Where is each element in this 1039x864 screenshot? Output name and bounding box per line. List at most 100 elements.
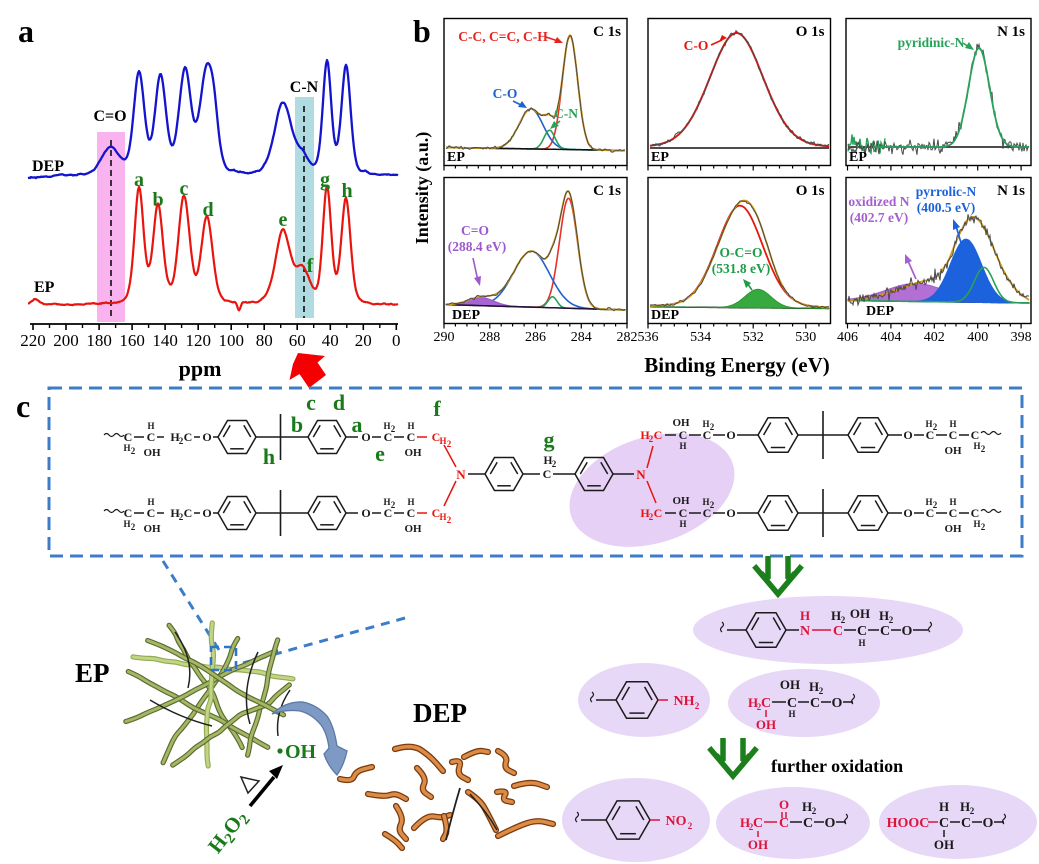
svg-text:pyrrolic-N: pyrrolic-N (916, 184, 977, 199)
svg-text:(531.8 eV): (531.8 eV) (712, 261, 770, 276)
svg-text:C: C (384, 430, 393, 444)
svg-text:H: H (679, 519, 686, 529)
svg-text:530: 530 (795, 330, 816, 345)
svg-text:C: C (810, 696, 820, 711)
svg-text:EP: EP (651, 150, 669, 165)
svg-text:H: H (858, 638, 865, 648)
svg-text:C-N: C-N (554, 106, 578, 121)
svg-text:2: 2 (981, 522, 986, 532)
svg-text:C=O: C=O (93, 108, 126, 125)
svg-text:N: N (800, 624, 810, 639)
svg-text:H: H (939, 799, 949, 814)
svg-text:H: H (702, 419, 709, 429)
svg-text:EP: EP (34, 279, 55, 296)
svg-text:60: 60 (289, 331, 306, 350)
svg-text:2: 2 (749, 822, 754, 832)
svg-text:O: O (361, 506, 370, 520)
svg-text:C: C (384, 506, 393, 520)
svg-text:C: C (147, 506, 156, 520)
svg-text:e: e (279, 209, 288, 231)
svg-text:H: H (383, 421, 390, 431)
svg-text:284: 284 (571, 330, 592, 345)
svg-text:C 1s: C 1s (593, 183, 621, 199)
svg-text:532: 532 (743, 330, 764, 345)
svg-text:g: g (320, 169, 330, 191)
svg-text:2: 2 (391, 424, 396, 434)
svg-text:H: H (407, 497, 414, 507)
svg-text:140: 140 (152, 331, 178, 350)
svg-text:2: 2 (812, 806, 817, 816)
svg-text:H: H (147, 497, 154, 507)
svg-text:2: 2 (710, 500, 715, 510)
svg-text:2: 2 (447, 515, 452, 525)
svg-text:2: 2 (695, 701, 700, 711)
svg-text:C-O: C-O (493, 86, 518, 101)
svg-text:H: H (925, 419, 932, 429)
svg-text:(402.7 eV): (402.7 eV) (850, 210, 908, 225)
svg-text:C: C (543, 467, 552, 481)
svg-text:O: O (202, 430, 211, 444)
svg-text:H: H (973, 519, 980, 529)
svg-text:C: C (779, 816, 789, 831)
svg-text:406: 406 (837, 330, 858, 345)
svg-text:100: 100 (218, 331, 244, 350)
svg-text:C: C (833, 624, 843, 639)
svg-text:H: H (802, 799, 812, 814)
svg-text:C: C (803, 816, 813, 831)
svg-text:N: N (456, 467, 466, 482)
svg-text:f: f (433, 396, 441, 421)
svg-text:20: 20 (355, 331, 372, 350)
svg-text:2: 2 (649, 434, 654, 444)
svg-text:DEP: DEP (651, 308, 679, 323)
svg-text:H: H (383, 497, 390, 507)
svg-text:H: H (879, 608, 889, 623)
svg-text:C: C (432, 506, 441, 520)
svg-text:C: C (184, 506, 193, 520)
svg-text:H: H (123, 443, 130, 453)
svg-text:H: H (679, 441, 686, 451)
svg-text:C: C (124, 430, 133, 444)
svg-text:OH: OH (756, 717, 776, 732)
svg-text:C: C (703, 428, 712, 442)
svg-text:C: C (971, 428, 980, 442)
svg-text:2: 2 (179, 436, 184, 446)
svg-text:H: H (740, 815, 750, 830)
svg-text:C: C (961, 816, 971, 831)
svg-text:120: 120 (185, 331, 211, 350)
svg-text:C: C (753, 816, 763, 831)
svg-text:0: 0 (392, 331, 401, 350)
svg-text:OH: OH (143, 447, 161, 459)
svg-text:H: H (949, 497, 956, 507)
svg-text:H: H (831, 608, 841, 623)
svg-text:2: 2 (933, 422, 938, 432)
svg-text:C: C (407, 506, 416, 520)
svg-text:80: 80 (256, 331, 273, 350)
svg-text:N 1s: N 1s (997, 24, 1025, 40)
svg-text:2: 2 (710, 422, 715, 432)
svg-text:Binding Energy (eV): Binding Energy (eV) (644, 353, 830, 377)
svg-text:ppm: ppm (179, 356, 222, 381)
svg-text:EP: EP (849, 150, 867, 165)
svg-text:H: H (439, 436, 446, 446)
svg-text:288: 288 (479, 330, 500, 345)
svg-text:C 1s: C 1s (593, 24, 621, 40)
svg-text:OH: OH (672, 495, 690, 507)
svg-text:C: C (949, 428, 958, 442)
svg-text:C: C (971, 506, 980, 520)
svg-text:C: C (432, 430, 441, 444)
svg-text:oxidized N: oxidized N (848, 194, 909, 209)
svg-text:180: 180 (86, 331, 112, 350)
svg-text:160: 160 (119, 331, 145, 350)
svg-text:OH: OH (780, 677, 800, 692)
svg-text:N 1s: N 1s (997, 183, 1025, 199)
svg-text:OH: OH (850, 606, 870, 621)
svg-text:EP: EP (75, 658, 110, 688)
svg-text:282: 282 (617, 330, 638, 345)
svg-text:2: 2 (841, 615, 846, 625)
svg-text:h: h (263, 444, 275, 469)
svg-text:2: 2 (179, 512, 184, 522)
svg-text:b: b (291, 412, 303, 437)
svg-text:C: C (926, 428, 935, 442)
svg-text:H: H (960, 799, 970, 814)
svg-text:C: C (184, 430, 193, 444)
